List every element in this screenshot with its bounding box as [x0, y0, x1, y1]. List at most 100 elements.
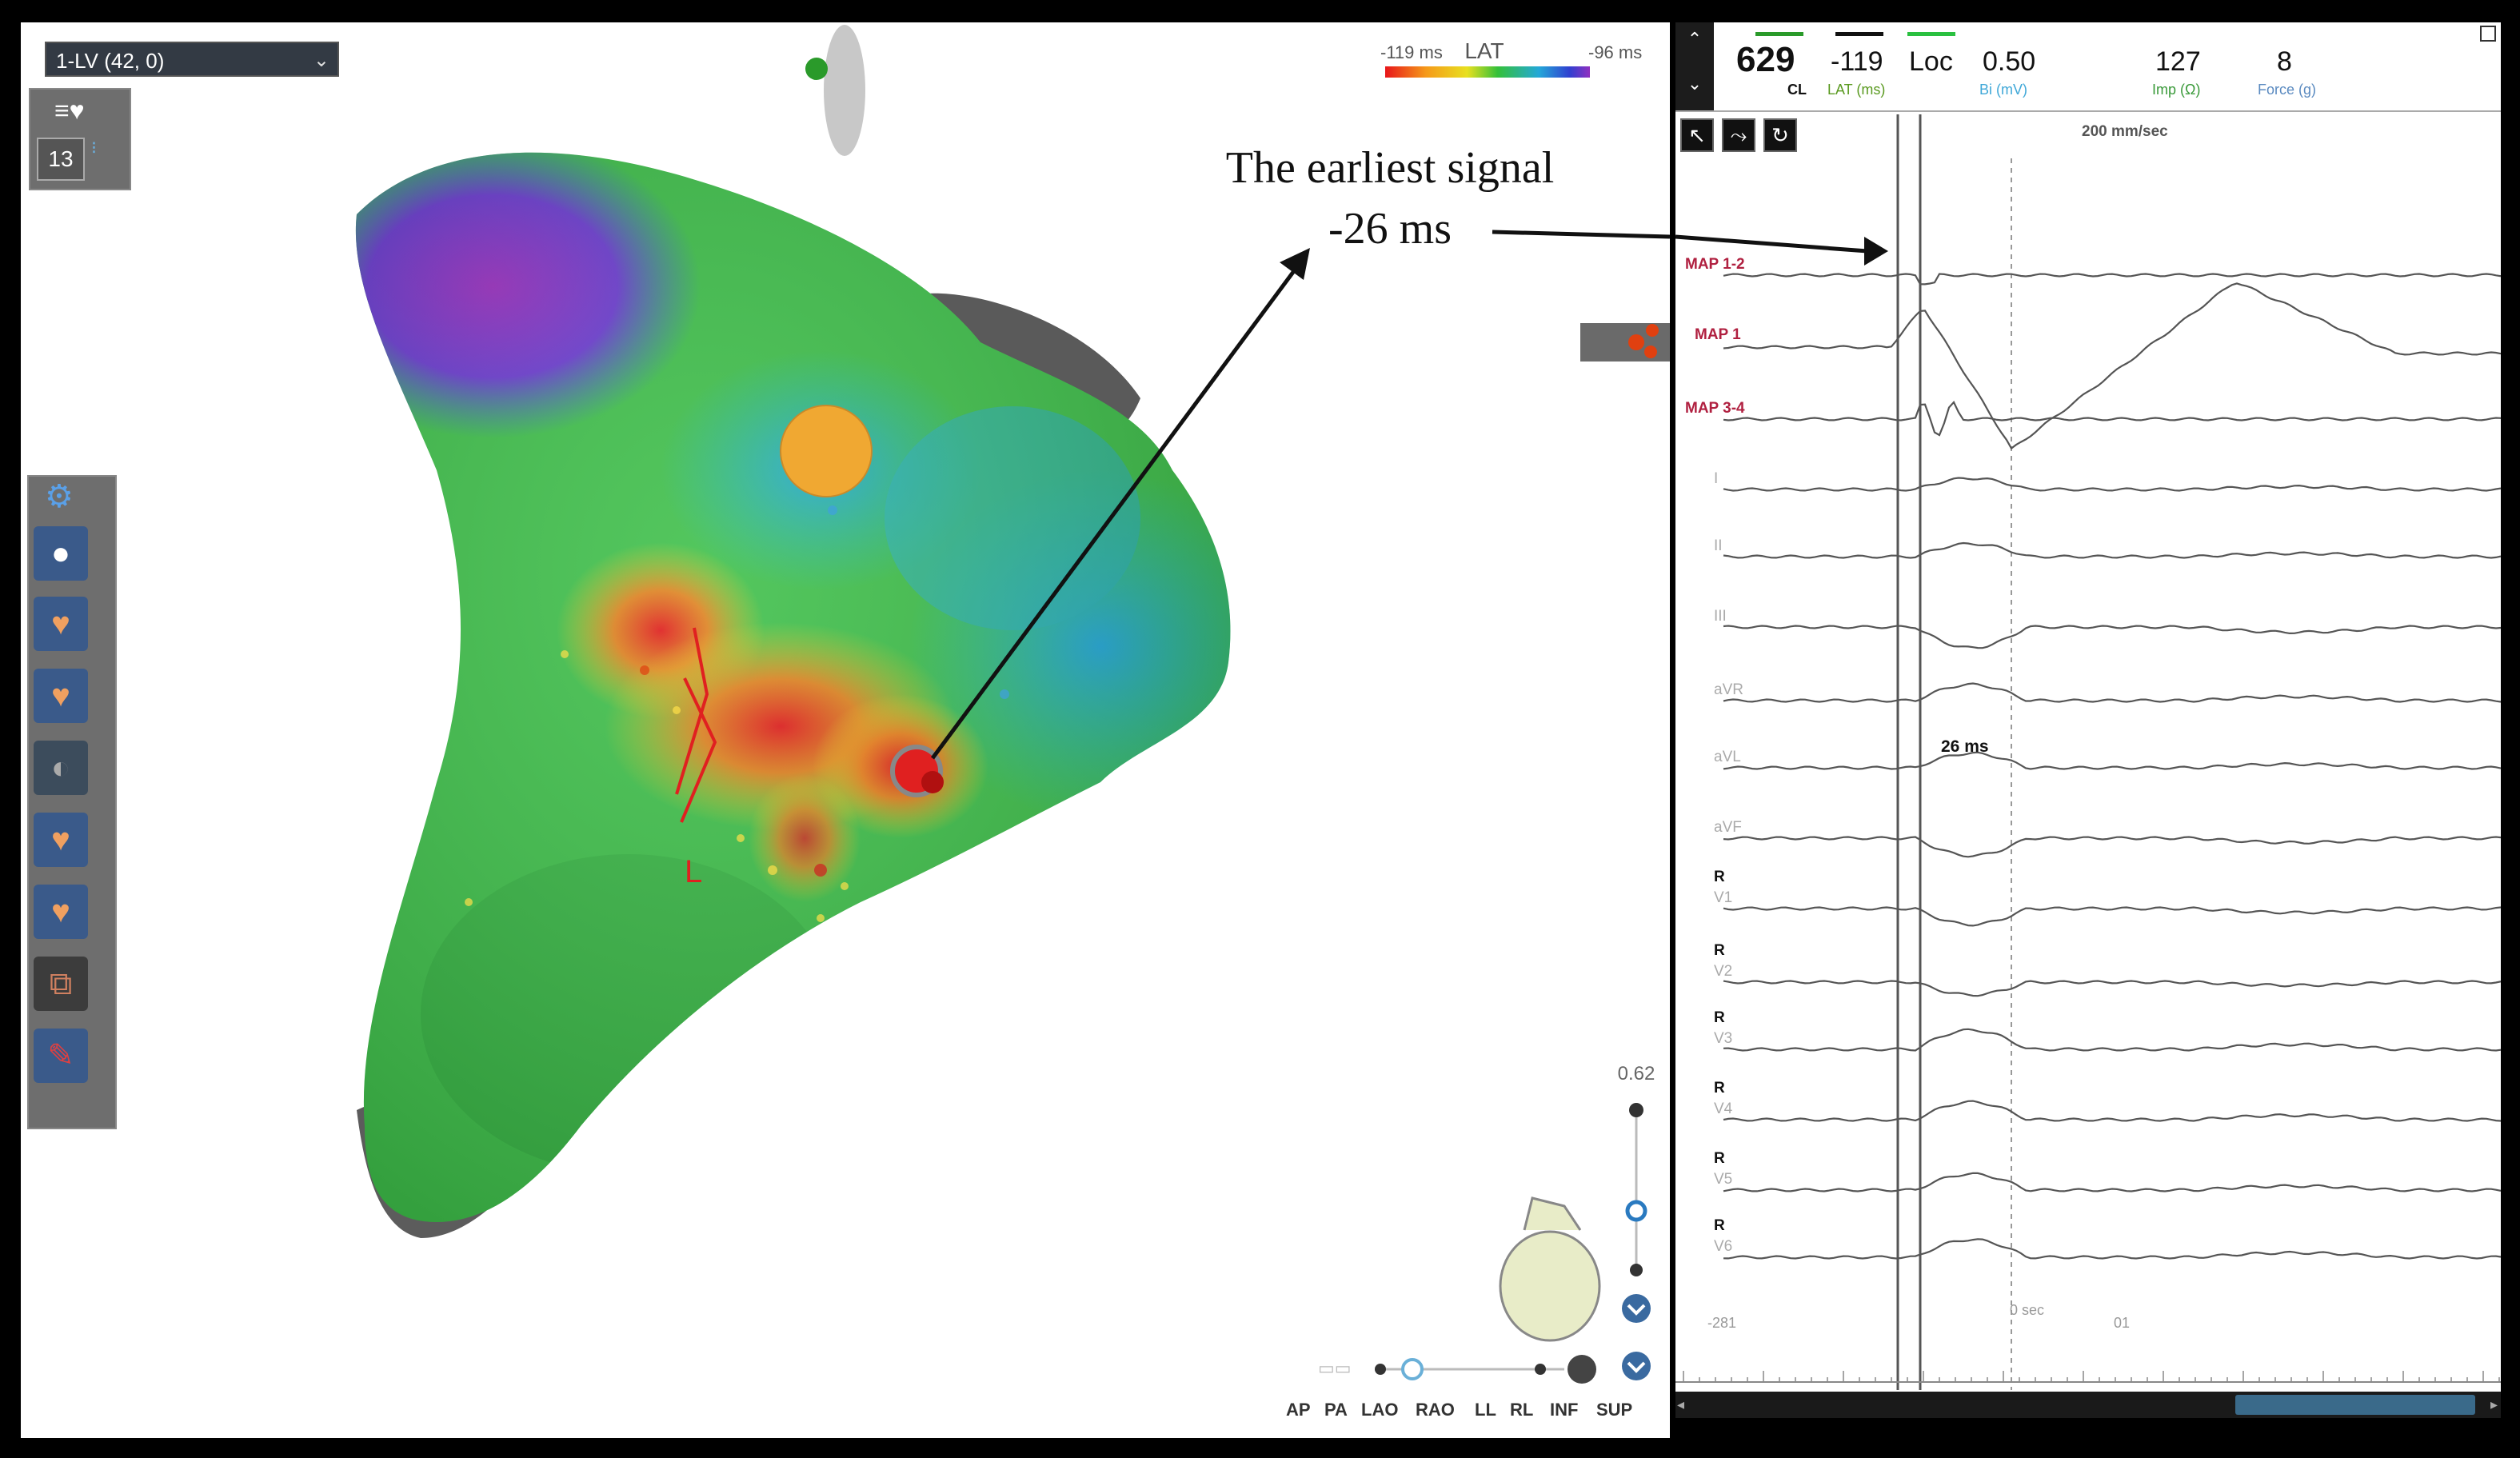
- refresh-tool-icon[interactable]: ↻: [1763, 118, 1797, 152]
- view-lao-button[interactable]: LAO: [1361, 1400, 1399, 1420]
- catheter-tip-icon[interactable]: [890, 745, 944, 797]
- trace-v6[interactable]: [1723, 1238, 2501, 1260]
- heart-transfer-button[interactable]: ♥: [34, 597, 88, 651]
- time-label-left: -281: [1707, 1315, 1736, 1331]
- tag-marker-orange[interactable]: [780, 405, 873, 497]
- trace-avr[interactable]: [1723, 682, 2501, 703]
- channel-label-map-1[interactable]: MAP 1: [1695, 326, 1741, 343]
- settings-gear-icon[interactable]: ⚙: [45, 479, 74, 514]
- heart-fill-button[interactable]: ♥: [34, 885, 88, 939]
- scroll-thumb[interactable]: [2235, 1395, 2475, 1415]
- view-rao-button[interactable]: RAO: [1416, 1400, 1455, 1420]
- shadow-tool-button[interactable]: ◐: [34, 741, 88, 795]
- scroll-right-icon[interactable]: ▸: [2490, 1396, 2498, 1412]
- maps-list-icon[interactable]: ≡♥: [54, 96, 85, 125]
- zoom-slider-handle[interactable]: [1625, 1200, 1647, 1222]
- header-collapse-bar[interactable]: ⌃ ⌄: [1675, 22, 1714, 110]
- orientation-indicator: [824, 25, 865, 156]
- channel-label-v3[interactable]: V3: [1714, 1030, 1733, 1047]
- channel-label-ii[interactable]: II: [1714, 537, 1723, 554]
- measurement-label: 26 ms: [1941, 737, 1989, 756]
- reference-marker-v2: R: [1714, 942, 1725, 959]
- channel-label-v6[interactable]: V6: [1714, 1238, 1733, 1255]
- annotation-value: -26 ms: [1328, 204, 1452, 254]
- view-ll-button[interactable]: LL: [1475, 1400, 1496, 1420]
- zoom-slider-top[interactable]: [1629, 1103, 1643, 1117]
- cl-label: CL: [1787, 82, 1807, 98]
- orientation-dot: [805, 58, 828, 80]
- heart-display-button[interactable]: ♥: [34, 669, 88, 723]
- cl-value: 629: [1736, 40, 1795, 79]
- window-close-icon[interactable]: [2480, 26, 2496, 42]
- view-slider-handle[interactable]: [1401, 1358, 1424, 1380]
- channel-label-map-1-2[interactable]: MAP 1-2: [1685, 256, 1745, 273]
- reference-marker-v1: R: [1714, 869, 1725, 885]
- map-selector-dropdown[interactable]: 1-LV (42, 0) ⌄: [45, 42, 339, 77]
- catheter-tool-button[interactable]: ✎: [34, 1029, 88, 1083]
- channel-label-avl[interactable]: aVL: [1714, 749, 1741, 765]
- trace-avl[interactable]: [1723, 751, 2501, 770]
- view-rl-button[interactable]: RL: [1510, 1400, 1534, 1420]
- map-selector-value: 1-LV (42, 0): [56, 49, 165, 73]
- view-pa-button[interactable]: PA: [1324, 1400, 1348, 1420]
- reference-marker-v4: R: [1714, 1080, 1725, 1096]
- rotate-down-button[interactable]: [1622, 1352, 1651, 1380]
- zoom-slider-bottom[interactable]: [1630, 1264, 1643, 1276]
- imp-label: Imp (Ω): [2152, 82, 2201, 98]
- trace-v5[interactable]: [1723, 1172, 2501, 1192]
- view-reset-button[interactable]: [1568, 1355, 1596, 1384]
- map-view[interactable]: L The earliest signal -26 ms -119 ms LAT…: [21, 22, 1670, 1438]
- heart-orientation-icon[interactable]: [1499, 1196, 1601, 1342]
- channel-label-v4[interactable]: V4: [1714, 1100, 1733, 1117]
- reference-marker-v6: R: [1714, 1217, 1725, 1234]
- lat-color-scale: [1385, 66, 1590, 78]
- chevron-down-icon: ⌄: [313, 50, 329, 71]
- line-of-block-annotation: [675, 627, 717, 823]
- point-options-icon[interactable]: ⁝: [91, 138, 97, 158]
- bi-value: 0.50: [1983, 46, 2036, 77]
- trace-map-1-2[interactable]: [1723, 273, 2501, 286]
- lat-max-label: -96 ms: [1588, 42, 1642, 62]
- imp-value: 127: [2155, 46, 2201, 77]
- trace-iii[interactable]: [1723, 625, 2501, 649]
- lat-label: LAT (ms): [1827, 82, 1886, 98]
- point-count-badge[interactable]: 13: [37, 138, 85, 181]
- trace-ii[interactable]: [1723, 541, 2501, 559]
- trace-i[interactable]: [1723, 477, 2501, 492]
- trace-map-1[interactable]: [1723, 282, 2501, 450]
- view-inf-button[interactable]: INF: [1550, 1400, 1579, 1420]
- trace-v4[interactable]: [1723, 1100, 2501, 1122]
- channel-label-v2[interactable]: V2: [1714, 963, 1733, 980]
- trace-v2[interactable]: [1723, 980, 2501, 997]
- trace-map-3-4[interactable]: [1723, 400, 2501, 437]
- chevron-up-icon[interactable]: ⌃: [1687, 29, 1703, 49]
- time-label-right: 01: [2114, 1315, 2130, 1331]
- channel-label-v5[interactable]: V5: [1714, 1171, 1733, 1188]
- heart-cut-button[interactable]: ♥: [34, 813, 88, 867]
- view-sup-button[interactable]: SUP: [1596, 1400, 1633, 1420]
- trace-v3[interactable]: [1723, 1028, 2501, 1052]
- waveform-tool-icon[interactable]: ⤳: [1722, 118, 1755, 152]
- trace-avf[interactable]: [1723, 836, 2501, 858]
- view-ap-button[interactable]: AP: [1286, 1400, 1311, 1420]
- channel-label-avf[interactable]: aVF: [1714, 819, 1742, 836]
- view-slider-dim-label: ▭▭: [1318, 1358, 1352, 1378]
- egm-window: ⌃ ⌄ 629 CL -119 LAT (ms) Loc 0.50 Bi (mV…: [1675, 22, 2501, 1418]
- trace-v1[interactable]: [1723, 906, 2501, 927]
- channel-label-iii[interactable]: III: [1714, 608, 1727, 625]
- channel-label-map-3-4[interactable]: MAP 3-4: [1685, 400, 1745, 417]
- channel-label-v1[interactable]: V1: [1714, 889, 1733, 906]
- channel-label-i[interactable]: I: [1714, 470, 1719, 487]
- cursor-tool-icon[interactable]: ↖: [1680, 118, 1714, 152]
- horizontal-scrollbar[interactable]: ◂ ▸: [1675, 1392, 2501, 1418]
- bi-label: Bi (mV): [1979, 82, 2027, 98]
- layers-button[interactable]: ⧉: [34, 957, 88, 1011]
- zoom-down-button[interactable]: [1622, 1294, 1651, 1323]
- chevron-down-icon[interactable]: ⌄: [1687, 74, 1703, 94]
- channel-label-avr[interactable]: aVR: [1714, 681, 1743, 698]
- annotation-arrow-head: [1864, 237, 1888, 266]
- sphere-tool-button[interactable]: ●: [34, 526, 88, 581]
- scroll-left-icon[interactable]: ◂: [1677, 1396, 1685, 1412]
- point-count-value: 13: [48, 146, 74, 171]
